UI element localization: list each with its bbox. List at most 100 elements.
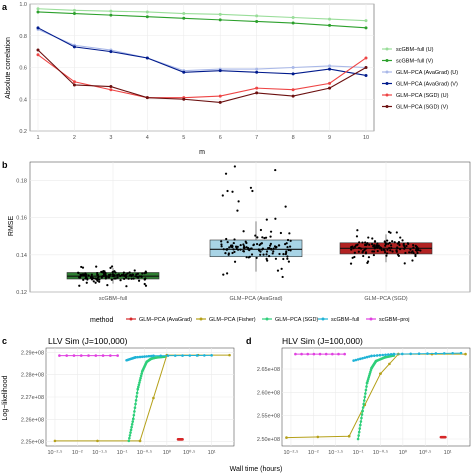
x-tick-label: 9 (328, 135, 331, 141)
data-point (152, 396, 155, 400)
jitter-point (286, 238, 290, 242)
jitter-point (125, 285, 128, 288)
panel-d-hlv-chart: d HLV Sim (J=100,000) 10⁻²·⁵ 10⁻² 10⁻¹·⁵ 10… (246, 336, 471, 456)
data-point (381, 353, 385, 357)
data-point (152, 354, 155, 358)
data-point (116, 354, 119, 357)
legend-key-point (385, 105, 389, 108)
jitter-point (287, 248, 290, 252)
data-point (358, 427, 362, 430)
jitter-point (376, 242, 379, 245)
jitter-point (265, 257, 268, 260)
jitter-point (112, 274, 116, 278)
jitter-point (137, 276, 140, 279)
jitter-point (404, 251, 407, 255)
jitter-point (284, 205, 287, 208)
legend-label: scGBM−full (331, 317, 359, 323)
panel-c-gridlines (46, 348, 234, 446)
jitter-point (235, 246, 238, 249)
panel-b-y-axis-label: RMSE (8, 216, 15, 237)
jitter-point (222, 248, 225, 251)
panel-c-tick-labels: 10⁻²·⁵ 10⁻² 10⁻¹·⁵ 10⁻¹ 10⁻⁰·⁵ 10⁰ 10⁰·⁵ 10¹ 2.2… (21, 350, 216, 456)
data-point (72, 83, 76, 87)
data-point (134, 356, 137, 359)
data-point (173, 354, 177, 357)
jitter-point (228, 246, 231, 249)
jitter-point (412, 251, 415, 255)
data-point (181, 438, 184, 441)
jitter-point (245, 246, 248, 249)
jitter-point (350, 248, 353, 251)
y-tick-label: 0.12 (16, 290, 27, 296)
jitter-point (110, 278, 113, 281)
jitter-point (233, 238, 236, 241)
data-point (361, 356, 364, 360)
jitter-point (368, 243, 371, 246)
data-point (109, 13, 113, 17)
jitter-point (271, 252, 274, 255)
data-point (365, 385, 368, 388)
jitter-point (269, 235, 272, 238)
x-tick-label: 10⁻⁰·⁵ (137, 449, 152, 456)
data-point (36, 26, 40, 30)
panel-c-series (53, 353, 231, 443)
y-tick-label: 0.2 (19, 129, 27, 135)
data-point (291, 88, 295, 92)
jitter-point (399, 236, 402, 239)
jitter-point (366, 242, 369, 245)
jitter-point (220, 245, 223, 248)
legend-key-point (369, 317, 373, 321)
panel-d-series (285, 351, 467, 441)
jitter-point (380, 246, 383, 250)
x-tick-label: 10¹ (444, 450, 452, 456)
legend-label: GLM−PCA (SGD) (U) (396, 93, 449, 99)
data-point (379, 372, 382, 375)
legend-key-point (385, 82, 389, 85)
jitter-point (286, 245, 289, 249)
data-point (129, 431, 132, 434)
jitter-point (406, 242, 409, 245)
data-point (139, 376, 142, 380)
panel-a-x-axis-label: m (199, 149, 205, 156)
jitter-point (143, 282, 146, 286)
jitter-point (372, 250, 376, 253)
data-point (131, 420, 135, 423)
data-point (149, 354, 153, 358)
data-point (218, 18, 222, 22)
data-point (36, 48, 40, 52)
data-point (347, 434, 351, 438)
jitter-point (269, 244, 272, 247)
jitter-point (243, 245, 246, 248)
jitter-point (268, 246, 271, 250)
legend-key-point (385, 47, 389, 51)
jitter-point (243, 246, 246, 250)
jitter-point (367, 236, 370, 239)
data-point (400, 352, 404, 356)
jitter-point (249, 186, 253, 189)
data-point (464, 352, 467, 356)
data-point (294, 352, 297, 356)
x-tick-label: 4 (146, 135, 149, 141)
jitter-point (132, 277, 135, 280)
jitter-point (231, 251, 234, 255)
data-point (136, 355, 140, 359)
y-tick-label: 2.27e+08 (21, 395, 44, 401)
legend-label: GLM−PCA (Fisher) (209, 317, 256, 323)
y-tick-label: 0.14 (16, 253, 27, 259)
data-point (409, 352, 412, 356)
jitter-point (274, 217, 277, 220)
jitter-point (357, 250, 360, 253)
data-point (255, 70, 259, 74)
jitter-point (221, 194, 224, 197)
jitter-point (353, 251, 356, 254)
jitter-point (288, 232, 291, 235)
jitter-point (85, 281, 88, 284)
panel-c-title: LLV Sim (J=100,000) (48, 336, 128, 346)
data-point (210, 354, 213, 357)
jitter-point (110, 265, 114, 268)
legend-label: scGBM−proj (379, 317, 409, 323)
y-tick-label: 0.4 (19, 97, 27, 103)
jitter-point (273, 245, 277, 248)
jitter-point (285, 242, 288, 245)
data-point (255, 67, 259, 71)
